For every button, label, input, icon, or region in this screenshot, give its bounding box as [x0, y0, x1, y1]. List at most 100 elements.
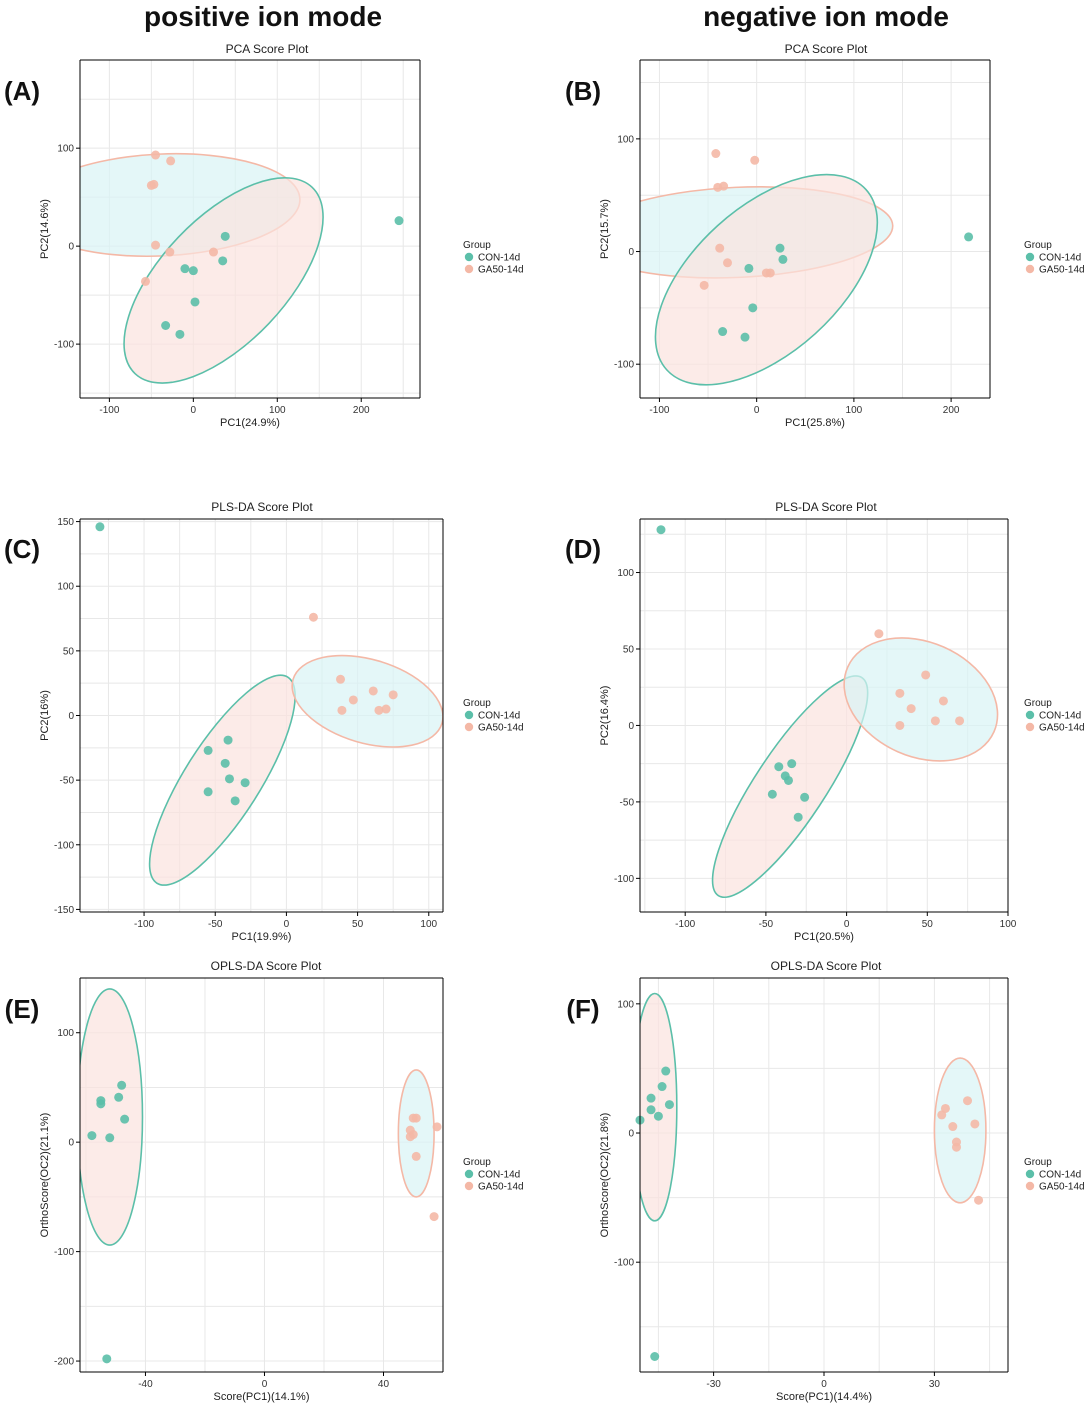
panel-b-ellipses	[640, 173, 894, 386]
panel-b-point-con	[748, 303, 758, 313]
panel-e-points	[87, 1080, 442, 1364]
panel-f-point-ga50	[963, 1096, 973, 1106]
panel-f: -30 0 30 -100 0 100 OPLS-DA Score Plot Score(PC…	[566, 959, 1085, 1403]
panel-f-legend-label: GA50-14d	[1039, 1182, 1085, 1193]
panel-c-y-tick-label: -100	[54, 840, 74, 851]
panel-a-ellipse-1	[123, 177, 324, 384]
panel-d-y-tick-label: 100	[617, 568, 634, 579]
panel-d-point-con	[656, 525, 666, 535]
panel-a-point-con	[161, 321, 171, 331]
panel-b-x-tick-label: -100	[649, 405, 669, 416]
panel-a-x-axis-label: PC1(24.9%)	[220, 417, 280, 429]
panel-a-panel-label: (A)	[4, 76, 40, 106]
panel-d-x-tick-label: 0	[844, 919, 850, 930]
panel-f-point-con	[650, 1351, 660, 1361]
panel-d-legend-swatch-con	[1025, 710, 1035, 720]
panel-a-x-tick-label: -100	[99, 405, 119, 416]
panel-a-point-ga50	[166, 156, 176, 166]
panel-c-point-ga50	[336, 674, 346, 684]
panel-a-title: PCA Score Plot	[226, 42, 309, 56]
panel-f-x-tick-label: 0	[821, 1379, 827, 1390]
panel-e-point-con	[114, 1092, 124, 1102]
panel-e-point-con	[87, 1131, 97, 1141]
panel-b-point-con	[775, 243, 785, 253]
panel-a-legend-label: CON-14d	[478, 253, 520, 264]
panel-c-point-ga50	[381, 704, 391, 714]
panel-d-point-con	[793, 812, 803, 822]
column-header-positive: positive ion mode	[144, 1, 382, 32]
panel-f-legend-swatch-ga50	[1025, 1181, 1035, 1191]
panel-b-x-tick-label: 100	[846, 405, 863, 416]
panel-e-ellipse-0	[80, 988, 144, 1246]
panel-e-point-con	[117, 1080, 127, 1090]
panel-f-point-ga50	[974, 1195, 984, 1205]
panel-d-legend-title: Group	[1024, 698, 1052, 709]
panel-c-point-ga50	[348, 695, 358, 705]
panel-f-point-con	[646, 1093, 656, 1103]
panel-c-legend-title: Group	[463, 698, 491, 709]
panel-a-point-ga50	[151, 150, 161, 160]
panel-a-x-tick-label: 200	[353, 405, 370, 416]
panel-b-panel-label: (B)	[565, 76, 601, 106]
panel-b-point-ga50	[719, 181, 729, 191]
panel-a-point-con	[180, 264, 190, 274]
panel-b-x-tick-label: 200	[943, 405, 960, 416]
panel-e-point-con	[102, 1354, 112, 1364]
panel-b-point-ga50	[711, 149, 721, 159]
panel-d-y-axis-label: PC2(16.4%)	[599, 686, 611, 746]
panel-d-point-ga50	[930, 716, 940, 726]
panel-b-point-con	[740, 332, 750, 342]
panel-f-x-tick-label: 30	[929, 1379, 941, 1390]
panel-a-point-con	[188, 266, 198, 276]
panel-f-y-tick-label: -100	[614, 1258, 634, 1269]
panel-e-title: OPLS-DA Score Plot	[211, 959, 322, 973]
panel-c-point-con	[203, 787, 213, 797]
panel-b-legend-label: GA50-14d	[1039, 265, 1085, 276]
panel-c-point-ga50	[308, 612, 318, 622]
panel-d-legend-label: CON-14d	[1039, 711, 1081, 722]
panel-c-point-ga50	[388, 690, 398, 700]
panel-f-title: OPLS-DA Score Plot	[771, 959, 882, 973]
panel-b-point-ga50	[723, 258, 732, 268]
panel-c-point-con	[220, 758, 230, 768]
panel-e-point-ga50	[411, 1151, 421, 1161]
panel-d-point-ga50	[955, 716, 965, 726]
panel-e: -40 0 40 -200 -100 0 100 OPLS-DA Score Plot Scor…	[5, 959, 524, 1403]
panel-b-title: PCA Score Plot	[785, 42, 868, 56]
panel-e-y-tick-label: 100	[57, 1028, 74, 1039]
panel-e-y-axis-label: OrthoScore(OC2)(21.1%)	[39, 1113, 51, 1238]
panel-e-panel-label: (E)	[5, 994, 40, 1024]
panel-a-ellipses	[80, 152, 324, 384]
panel-e-y-tick-label: 0	[68, 1138, 74, 1149]
panel-e-point-con	[96, 1099, 106, 1109]
panel-c-ellipse-0	[148, 674, 296, 886]
panel-a-point-con	[175, 329, 185, 339]
panel-d-point-ga50	[906, 704, 916, 714]
panel-b-point-ga50	[750, 155, 760, 165]
panel-a-legend-label: GA50-14d	[478, 265, 524, 276]
panel-e-point-con	[105, 1133, 115, 1143]
panel-f-legend-label: CON-14d	[1039, 1170, 1081, 1181]
panel-e-x-tick-label: 40	[378, 1379, 390, 1390]
panel-b-legend-swatch-con	[1025, 252, 1035, 262]
panel-c-legend-swatch-ga50	[464, 722, 474, 732]
panel-e-legend-swatch-con	[464, 1169, 474, 1179]
panel-a-y-tick-label: 100	[57, 144, 74, 155]
panel-e-x-axis-label: Score(PC1)(14.1%)	[214, 1391, 310, 1403]
panel-c-title: PLS-DA Score Plot	[211, 500, 313, 514]
panel-e-legend-label: GA50-14d	[478, 1182, 524, 1193]
panel-b: -100 0 100 200 -100 0 100 PCA Score Plot PC1(25.…	[565, 42, 1085, 429]
panel-f-ellipses	[640, 992, 987, 1222]
panel-c-x-tick-label: -50	[208, 919, 223, 930]
panel-c-x-tick-label: -100	[134, 919, 154, 930]
panel-f-point-con	[657, 1082, 667, 1092]
panel-b-ellipse-1	[654, 173, 879, 386]
panel-c-point-con	[203, 745, 213, 755]
panel-d-ellipses	[711, 637, 999, 899]
panel-a: -100 0 100 200 -100 0 100 PCA Score Plot PC1(24.…	[4, 42, 524, 429]
panel-f-legend-swatch-con	[1025, 1169, 1035, 1179]
